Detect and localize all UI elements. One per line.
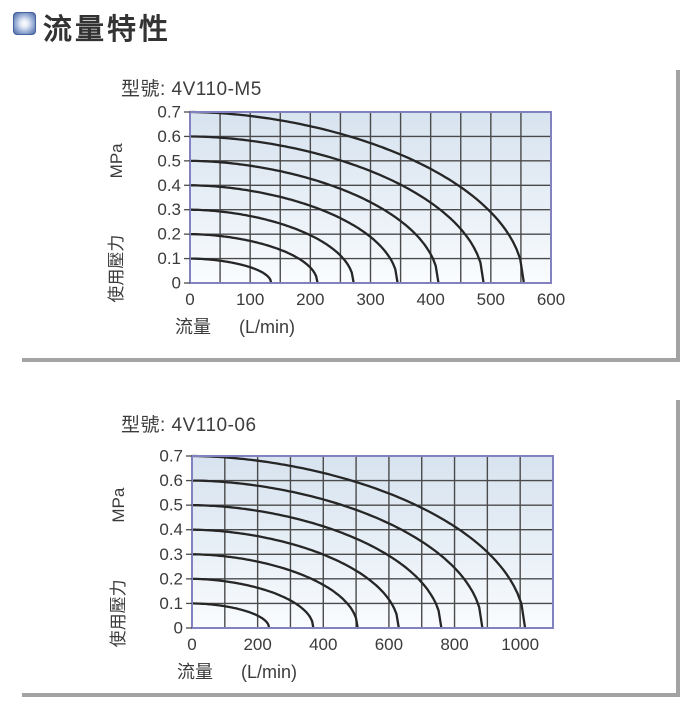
x-tick-label: 600 — [375, 635, 403, 654]
y-tick-label: 0.2 — [159, 569, 183, 588]
y-tick-label: 0.7 — [159, 447, 183, 466]
x-tick-label: 200 — [243, 635, 271, 654]
chart-title-4v110-m5: 型號: 4V110-M5 — [121, 79, 262, 100]
y-axis-unit-label: MPa — [107, 143, 126, 179]
x-tick-label: 0 — [187, 635, 196, 654]
x-tick-label: 100 — [236, 290, 264, 309]
y-tick-label: 0.3 — [157, 200, 181, 219]
x-tick-label: 200 — [296, 290, 324, 309]
x-tick-label: 500 — [477, 290, 505, 309]
flow-curve-0.5mpa — [188, 159, 440, 285]
y-tick-label: 0.4 — [159, 520, 183, 539]
plot-background — [192, 456, 553, 628]
flow-curves — [188, 110, 526, 285]
blue-square-bullet-icon — [13, 12, 36, 35]
x-tick-label: 400 — [416, 290, 444, 309]
y-axis: 0.7 0.6 0.5 0.4 0.3 0.2 0.1 0 — [157, 103, 190, 293]
x-axis-label: 流量 (L/min) — [175, 317, 295, 337]
y-tick-label: 0.1 — [157, 249, 181, 268]
y-axis-label: 使用壓力 — [108, 579, 128, 647]
x-tick-label: 800 — [440, 635, 468, 654]
y-tick-label: 0.5 — [157, 151, 181, 170]
y-tick-label: 0.6 — [159, 471, 183, 490]
flow-curve-0.3mpa — [188, 208, 355, 285]
y-tick-label: 0 — [174, 619, 183, 638]
grid-lines — [190, 112, 551, 283]
y-tick-label: 0.1 — [159, 594, 183, 613]
x-axis: 0 200 400 600 800 1000 — [187, 635, 539, 654]
y-tick-label: 0.3 — [159, 545, 183, 564]
y-tick-label: 0.6 — [157, 127, 181, 146]
flow-curve-0.1mpa — [190, 602, 271, 630]
y-tick-label: 0.7 — [157, 103, 181, 122]
y-axis: 0.7 0.6 0.5 0.4 0.3 0.2 0.1 0 — [159, 447, 192, 638]
flow-curve-0.6mpa — [188, 135, 485, 285]
flow-curve-0.7mpa — [188, 110, 526, 285]
x-tick-label: 0 — [185, 290, 194, 309]
grid-lines — [192, 456, 553, 628]
y-tick-label: 0.5 — [159, 496, 183, 515]
plot-border — [189, 111, 552, 284]
y-tick-label: 0 — [172, 274, 181, 293]
plot-border — [191, 455, 554, 629]
x-tick-label: 300 — [356, 290, 384, 309]
chart-title-4v110-06: 型號: 4V110-06 — [121, 415, 257, 436]
x-tick-label: 1000 — [501, 635, 539, 654]
flow-curve-0.7mpa — [190, 454, 527, 630]
chart-panel-4v110-06 — [22, 400, 680, 697]
x-tick-label: 600 — [537, 290, 565, 309]
flow-curve-0.3mpa — [190, 553, 359, 630]
flow-chart-4v110-m5: 0.7 0.6 0.5 0.4 0.3 0.2 0.1 00 100 200 300 400 500 60… — [106, 103, 565, 338]
flow-curve-0.5mpa — [190, 503, 443, 630]
flow-curve-0.4mpa — [188, 184, 399, 285]
chart-panel-4v110-m5 — [22, 70, 680, 362]
section-title: 流量特性 — [43, 14, 172, 46]
x-axis-label: 流量 (L/min) — [177, 662, 297, 682]
flow-curves — [190, 454, 527, 630]
x-tick-label: 400 — [309, 635, 337, 654]
flow-curve-0.2mpa — [188, 232, 319, 285]
y-tick-label: 0.4 — [157, 176, 181, 195]
flow-curve-0.2mpa — [190, 577, 315, 630]
y-tick-label: 0.2 — [157, 225, 181, 244]
y-axis-unit-label: MPa — [109, 487, 128, 523]
x-axis: 0 100 200 300 400 500 600 — [185, 290, 565, 309]
flow-curve-0.6mpa — [190, 479, 484, 630]
flow-chart-4v110-06: 0.7 0.6 0.5 0.4 0.3 0.2 0.1 00 200 400 600 800 1000 M… — [108, 447, 554, 682]
flow-curve-0.4mpa — [190, 528, 400, 630]
y-axis-label: 使用壓力 — [106, 235, 126, 303]
flow-curve-0.1mpa — [188, 257, 273, 285]
